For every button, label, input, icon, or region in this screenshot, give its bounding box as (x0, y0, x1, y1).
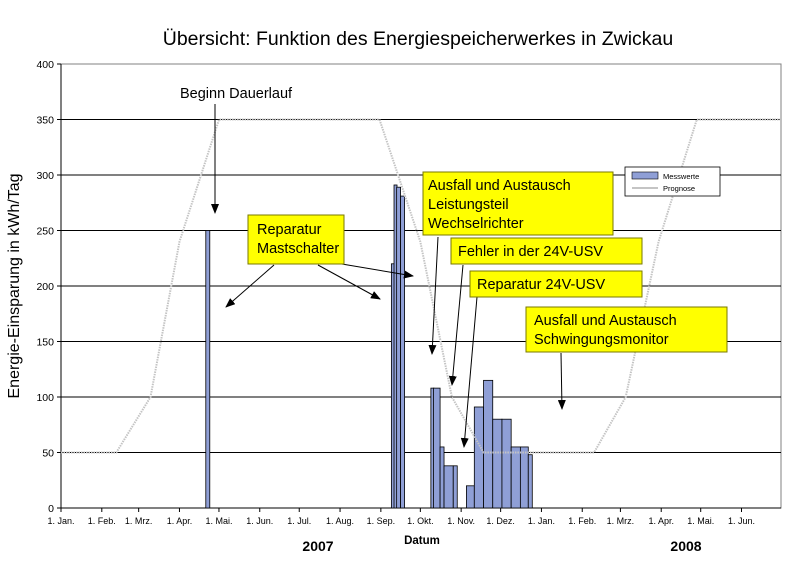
annotation-reparatur-usv: Reparatur 24V-USV (469, 270, 643, 298)
annotation-text: Beginn Dauerlauf (180, 86, 293, 102)
y-tick-label: 150 (36, 337, 54, 349)
x-axis-label: Datum (404, 535, 440, 547)
x-tick-label: 1. Jun. (246, 516, 273, 526)
bar-messwerte (492, 418, 503, 509)
annotation-text: Reparatur (257, 222, 322, 238)
annotation-text: Mastschalter (257, 241, 339, 257)
bar-messwerte (452, 465, 458, 509)
bar-messwerte (519, 446, 529, 509)
y-axis-ticks: 0 50 100 150 200 250 300 350 400 (36, 59, 61, 515)
annotation-arrow (317, 264, 381, 300)
annotation-text: Reparatur 24V-USV (477, 277, 605, 293)
y-tick-label: 0 (48, 503, 54, 515)
y-tick-label: 250 (36, 226, 54, 238)
annotation-box (450, 237, 643, 265)
annotation-text: Ausfall und Austausch (534, 313, 677, 329)
bar-messwerte (510, 446, 521, 509)
bar-messwerte (483, 379, 494, 509)
annotation-arrow (557, 352, 566, 410)
y-tick-label: 100 (36, 392, 54, 404)
x-tick-label: 1. Aug. (326, 516, 354, 526)
bar-messwerte (527, 454, 533, 509)
x-tick-label: 1. Jun. (728, 516, 755, 526)
x-tick-label: 1. Mai. (205, 516, 232, 526)
x-tick-label: 1. Dez. (486, 516, 515, 526)
line-prognose (61, 118, 781, 454)
x-tick-label: 1. Mrz. (607, 516, 635, 526)
x-tick-label: 1. Mai. (687, 516, 714, 526)
annotation-arrow (428, 236, 439, 355)
annotation-box (469, 270, 643, 298)
annotation-arrow (448, 264, 464, 386)
annotation-arrow (225, 264, 275, 308)
annotation-text: Fehler in der 24V-USV (458, 244, 603, 260)
bar-messwerte (396, 186, 401, 509)
year-label-2008: 2008 (670, 538, 701, 554)
annotation-text: Ausfall und Austausch (428, 178, 571, 194)
x-tick-label: 1. Okt. (407, 516, 434, 526)
grid (60, 63, 782, 509)
annotation-ausfall-wechselrichter: Ausfall und Austausch Leistungsteil Wech… (422, 171, 614, 236)
x-tick-label: 1. Feb. (568, 516, 596, 526)
x-tick-label: 1. Jan. (47, 516, 74, 526)
year-label-2007: 2007 (302, 538, 333, 554)
annotation-arrows (211, 104, 566, 448)
y-tick-label: 200 (36, 281, 54, 293)
annotation-text: Leistungsteil (428, 197, 509, 213)
x-tick-label: 1. Apr. (648, 516, 674, 526)
y-axis-label: Energie-Einsparung in kWh/Tag (6, 173, 23, 398)
annotation-text: Schwingungsmonitor (534, 332, 669, 348)
x-tick-label: 1. Apr. (167, 516, 193, 526)
y-tick-label: 50 (42, 448, 54, 460)
annotation-box (247, 214, 345, 265)
y-tick-label: 350 (36, 115, 54, 127)
bar-messwerte (473, 406, 484, 509)
x-tick-label: 1. Feb. (88, 516, 116, 526)
annotation-arrow (460, 296, 478, 448)
x-axis-ticks: 1. Jan. 1. Feb. 1. Mrz. 1. Apr. 1. Mai. 1. Ju… (47, 508, 755, 526)
y-tick-label: 300 (36, 170, 54, 182)
legend-swatch-messwerte (631, 171, 659, 180)
annotation-text: Wechselrichter (428, 216, 524, 232)
annotation-box (525, 306, 728, 353)
annotation-box (422, 171, 614, 236)
forecast-line (61, 118, 781, 454)
legend-label-messwerte: Messwerte (663, 172, 699, 181)
annotation-ausfall-schwingungsmonitor: Ausfall und Austausch Schwingungsmonitor (525, 306, 728, 353)
x-tick-label: 1. Jan. (528, 516, 555, 526)
bar-messwerte (433, 387, 441, 509)
x-tick-label: 1. Nov. (447, 516, 475, 526)
bar-messwerte (439, 446, 445, 509)
annotation-beginn-dauerlauf: Beginn Dauerlauf (180, 86, 293, 102)
x-tick-label: 1. Mrz. (125, 516, 153, 526)
annotation-reparatur-mastschalter: Reparatur Mastschalter (247, 214, 345, 265)
bar-messwerte (443, 465, 454, 509)
bar-messwerte (205, 230, 211, 509)
legend: Messwerte Prognose (624, 166, 721, 197)
legend-label-prognose: Prognose (663, 184, 695, 193)
bar-messwerte (466, 485, 475, 509)
x-tick-label: 1. Jul. (287, 516, 311, 526)
y-tick-label: 400 (36, 59, 54, 71)
chart-title: Übersicht: Funktion des Energiespeicherw… (163, 28, 673, 50)
bar-messwerte (400, 195, 405, 509)
x-tick-label: 1. Sep. (367, 516, 396, 526)
bars-messwerte (205, 184, 533, 509)
annotation-fehler-usv: Fehler in der 24V-USV (450, 237, 643, 265)
bar-messwerte (501, 418, 512, 509)
